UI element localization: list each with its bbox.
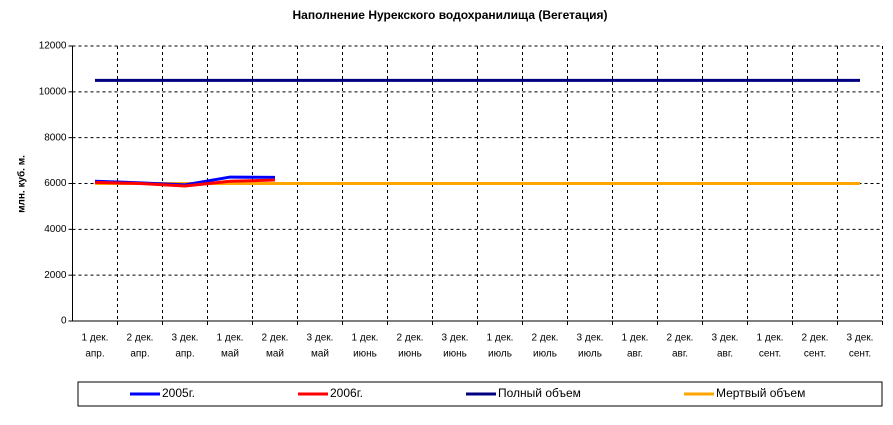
legend-label: 2005г.	[162, 386, 195, 400]
x-tick-label: 3 дек.	[577, 333, 604, 344]
x-tick-label: сент.	[759, 349, 781, 360]
x-tick-label: 1 дек.	[757, 333, 784, 344]
x-tick-label: 3 дек.	[172, 333, 199, 344]
y-axis-title: млн. куб. м.	[16, 155, 28, 213]
x-tick-label: июнь	[443, 349, 467, 360]
legend-label: 2006г.	[330, 386, 363, 400]
x-tick-label: 3 дек.	[847, 333, 874, 344]
y-tick-label: 2000	[44, 270, 67, 281]
x-tick-label: апр.	[175, 349, 194, 360]
x-tick-label: 3 дек.	[712, 333, 739, 344]
x-tick-label: 2 дек.	[532, 333, 559, 344]
x-tick-label: сент.	[804, 349, 826, 360]
series-line	[94, 178, 276, 188]
legend-label: Мертвый объем	[716, 386, 805, 400]
x-tick-label: 1 дек.	[217, 333, 244, 344]
x-tick-label: май	[266, 349, 284, 360]
x-tick-label: июль	[578, 349, 602, 360]
y-tick-label: 8000	[44, 132, 67, 143]
x-tick-label: 2 дек.	[667, 333, 694, 344]
x-tick-label: 1 дек.	[352, 333, 379, 344]
x-tick-label: авг.	[717, 349, 733, 360]
x-tick-label: апр.	[85, 349, 104, 360]
x-tick-label: 2 дек.	[127, 333, 154, 344]
x-tick-label: май	[311, 349, 329, 360]
x-tick-label: апр.	[130, 349, 149, 360]
x-tick-label: 1 дек.	[82, 333, 109, 344]
x-tick-label: 3 дек.	[307, 333, 334, 344]
x-tick-label: 3 дек.	[442, 333, 469, 344]
x-tick-label: 2 дек.	[397, 333, 424, 344]
x-tick-label: июнь	[353, 349, 377, 360]
chart-title: Наполнение Нурекского водохранилища (Вег…	[293, 8, 608, 22]
x-tick-label: авг.	[672, 349, 688, 360]
x-tick-label: 1 дек.	[622, 333, 649, 344]
x-tick-label: май	[221, 349, 239, 360]
x-tick-label: 1 дек.	[487, 333, 514, 344]
y-tick-label: 6000	[44, 178, 67, 189]
x-tick-label: 2 дек.	[262, 333, 289, 344]
x-tick-label: июль	[488, 349, 512, 360]
x-tick-label: сент.	[849, 349, 871, 360]
x-tick-label: авг.	[627, 349, 643, 360]
x-tick-label: июнь	[398, 349, 422, 360]
y-tick-label: 4000	[44, 224, 67, 235]
x-tick-label: июль	[533, 349, 557, 360]
y-tick-label: 0	[61, 316, 67, 327]
legend-label: Полный объем	[498, 386, 581, 400]
y-tick-label: 10000	[39, 86, 67, 97]
y-tick-label: 12000	[39, 41, 67, 52]
x-tick-label: 2 дек.	[802, 333, 829, 344]
